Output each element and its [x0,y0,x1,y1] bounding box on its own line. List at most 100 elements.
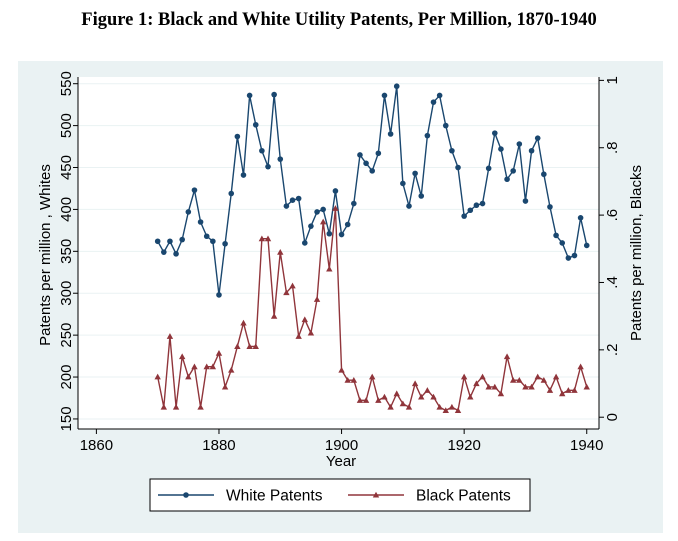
y-tick-label-right: .2 [604,344,621,357]
data-point [473,202,480,209]
data-point [197,403,204,410]
data-point [509,376,517,383]
data-point [338,231,345,238]
data-point [179,236,185,243]
legend-label: Black Patents [416,488,511,505]
data-point [393,83,400,90]
data-point [448,403,456,410]
data-point [418,193,425,199]
data-point [252,343,259,350]
data-point [442,407,449,414]
data-point [418,393,425,400]
y-tick-label-right: 0 [604,413,621,421]
legend-label: White Patents [226,488,323,505]
x-tick-label: 1900 [325,437,358,454]
data-point [553,232,559,239]
data-point [234,343,241,350]
data-point [528,147,535,154]
legend-item-black-patents: Black Patents [348,488,511,505]
data-point [320,206,326,213]
legend-marker [372,491,380,498]
data-point [246,343,253,350]
y-tick-label-left: 250 [58,323,75,348]
data-point [203,233,210,240]
data-point [246,92,253,99]
y-tick-label-right: .8 [604,141,621,154]
y-tick-label-left: 400 [58,197,75,222]
x-axis-title: Year [326,453,356,470]
data-point [277,156,284,162]
data-point [326,230,333,237]
data-point [166,333,174,339]
data-point [516,376,523,383]
data-point [541,171,547,178]
y-axis-title-right: Patents per million, Blacks [628,165,645,341]
y-tick-label-left: 550 [58,71,75,96]
data-point [216,292,222,298]
data-point [271,91,277,98]
data-point [387,403,394,410]
axes: 150 200 250 300 350 400 450 500 550 0 .2 .4 .6 .8 1 186… [58,71,621,454]
data-point [172,403,180,410]
data-point [455,164,461,171]
data-point [577,363,584,370]
data-point [436,403,443,410]
data-point [338,366,345,373]
data-point [234,133,241,140]
plot-area [78,77,599,429]
data-point [154,238,161,245]
data-point [240,319,247,326]
data-point [504,176,510,183]
data-point [265,163,271,170]
figure-title: Figure 1: Black and White Utility Patent… [81,10,597,30]
data-point [228,366,235,373]
data-point [185,209,192,215]
data-point [252,121,259,128]
data-point [167,238,173,245]
y-axis-title-left: Patents per million , Whites [37,164,54,346]
data-point [332,188,339,194]
data-point [258,235,266,242]
data-point [522,383,529,390]
data-point [228,190,235,197]
y-tick-label-left: 350 [58,239,75,264]
data-point [547,204,553,210]
data-point [381,393,388,400]
data-point [577,215,584,221]
data-point [319,218,327,225]
data-point [399,400,407,407]
data-point [203,363,210,370]
data-point [552,373,560,380]
data-point [350,376,358,383]
x-tick-label: 1920 [447,437,480,454]
data-point [516,141,523,147]
data-point [326,265,333,272]
data-point [473,380,480,387]
data-point [498,146,504,152]
data-point [301,316,308,323]
data-point [332,205,339,211]
data-point [210,238,216,245]
data-point [222,240,228,247]
data-point [540,376,548,383]
y-tick-label-left: 150 [58,406,75,431]
data-point [412,170,418,177]
data-point [363,160,369,167]
data-point [173,251,179,257]
x-tick-label: 1860 [80,437,113,454]
data-point [454,407,462,414]
data-point [534,373,541,380]
y-tick-label-right: .6 [604,209,621,222]
data-point [295,333,302,339]
data-point [479,200,486,207]
data-point [387,131,394,137]
data-point [283,203,290,209]
data-point [559,240,566,246]
data-point [307,329,315,336]
data-point [461,213,467,219]
y-tick-label-right: .4 [604,276,621,289]
data-point [571,387,578,393]
data-point [264,235,272,242]
y-tick-label-left: 300 [58,281,75,306]
